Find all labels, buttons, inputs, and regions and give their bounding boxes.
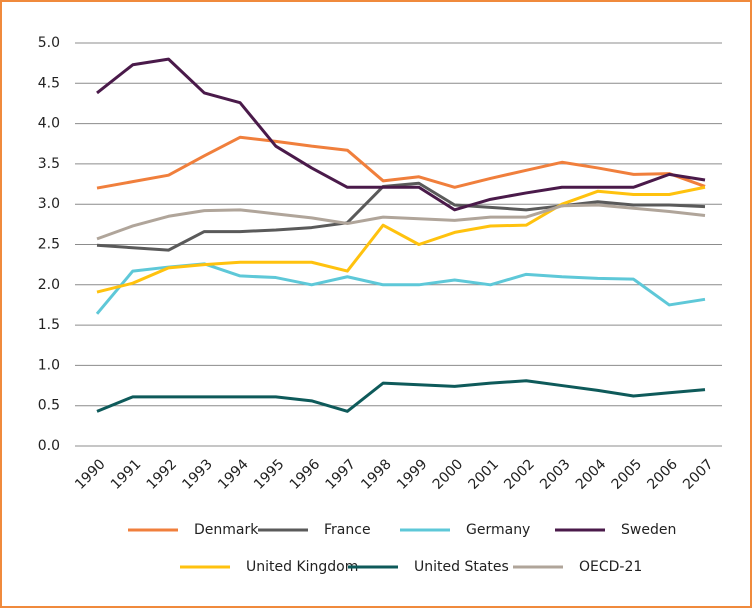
x-tick-label: 2001 [466, 456, 503, 493]
y-tick-label: 4.5 [38, 75, 60, 91]
legend-label: United States [414, 559, 509, 575]
series-line [96, 57, 706, 212]
x-tick-label: 2006 [644, 456, 681, 493]
x-tick-label: 2003 [537, 456, 574, 493]
y-tick-label: 1.5 [38, 317, 60, 333]
legend-label: Sweden [621, 522, 676, 538]
y-tick-label: 2.5 [38, 237, 60, 253]
x-tick-label: 1995 [251, 456, 288, 493]
legend-label: France [324, 522, 371, 538]
series-line [96, 379, 706, 413]
series-line [96, 181, 706, 252]
y-tick-label: 3.0 [38, 196, 60, 212]
series-line [96, 203, 706, 241]
x-tick-label: 1996 [287, 456, 324, 493]
x-tick-label: 1993 [179, 456, 216, 493]
y-tick-label: 5.0 [38, 35, 60, 51]
x-tick-label: 1991 [108, 456, 145, 493]
series-line [96, 135, 706, 190]
x-tick-label: 2007 [680, 456, 717, 493]
legend-label: Germany [466, 522, 530, 538]
x-tick-label: 2005 [609, 456, 646, 493]
x-tick-label: 2004 [573, 456, 610, 493]
y-tick-label: 0.5 [38, 398, 60, 414]
x-tick-label: 1990 [72, 456, 109, 493]
x-tick-label: 1992 [144, 456, 181, 493]
y-tick-label: 1.0 [38, 357, 60, 373]
y-tick-label: 4.0 [38, 116, 60, 132]
x-tick-label: 1999 [394, 456, 431, 493]
x-tick-label: 1997 [322, 456, 359, 493]
x-tick-label: 1994 [215, 456, 252, 493]
x-tick-label: 1998 [358, 456, 395, 493]
x-tick-label: 2000 [430, 456, 467, 493]
legend-label: United Kingdom [246, 559, 358, 575]
legend-label: Denmark [194, 522, 259, 538]
series-line [96, 185, 706, 294]
y-tick-label: 2.0 [38, 277, 60, 293]
legend-label: OECD-21 [579, 559, 642, 575]
x-tick-label: 2002 [501, 456, 538, 493]
y-tick-label: 3.5 [38, 156, 60, 172]
series-line [95, 262, 706, 315]
y-tick-label: 0.0 [38, 438, 60, 454]
